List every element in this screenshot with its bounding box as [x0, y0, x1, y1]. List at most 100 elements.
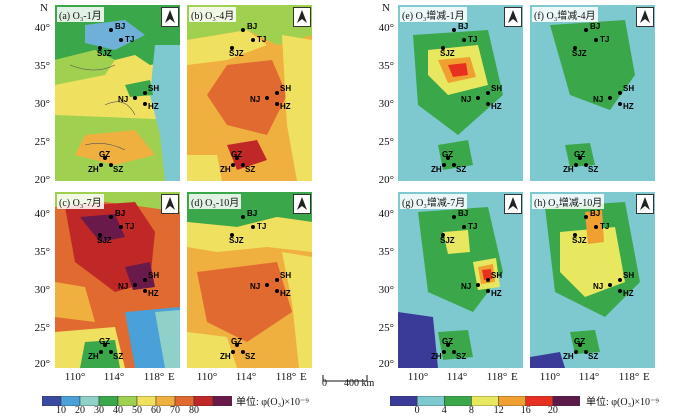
- legend-swatch: [212, 395, 233, 407]
- svg-text:GZ: GZ: [574, 150, 585, 159]
- lat-label-30: 30°: [34, 98, 50, 110]
- svg-text:BJ: BJ: [247, 209, 257, 218]
- east-axis-label: E: [643, 371, 650, 383]
- lat-label-20: 20°: [34, 358, 50, 370]
- svg-text:GZ: GZ: [574, 337, 585, 346]
- svg-text:SJZ: SJZ: [572, 236, 587, 245]
- lon-label-118: 118°: [618, 371, 640, 383]
- north-arrow-icon: [293, 194, 311, 214]
- map-f: [530, 5, 655, 181]
- svg-text:TJ: TJ: [600, 222, 609, 231]
- panel-e: (e) O₃增减-1月 BJ TJ SJZ SH NJ HZ GZ ZH SZ: [398, 5, 523, 181]
- panel-title-f: (f) O₃增减-4月: [532, 7, 598, 22]
- map-e: [398, 5, 523, 181]
- city-markers-d: BJ TJ SJZ SH NJ HZ GZ ZH SZ: [220, 209, 291, 361]
- legend-right-unit: 单位: φ(O₃)×10⁻⁹: [586, 397, 659, 408]
- lat-label-20: 20°: [34, 174, 50, 186]
- panel-h: (h) O₃增减-10月 BJ TJ SJZ SH NJ HZ GZ ZH SZ: [530, 192, 655, 368]
- svg-text:SJZ: SJZ: [97, 49, 112, 58]
- svg-text:GZ: GZ: [99, 150, 110, 159]
- svg-text:ZH: ZH: [220, 165, 231, 174]
- city-markers-g: BJ TJ SJZ SH NJ HZ GZ ZH SZ: [431, 209, 502, 361]
- svg-text:SZ: SZ: [113, 352, 123, 361]
- city-markers-h: BJ TJ SJZ SH NJ HZ GZ ZH SZ: [563, 209, 634, 361]
- lon-label-110: 110°: [407, 371, 429, 383]
- svg-text:SZ: SZ: [588, 165, 598, 174]
- map-c: [55, 192, 180, 368]
- lat-label-35: 35°: [34, 60, 50, 72]
- svg-text:TJ: TJ: [468, 35, 477, 44]
- svg-text:BJ: BJ: [458, 22, 468, 31]
- svg-text:NJ: NJ: [250, 282, 260, 291]
- north-arrow-icon: [504, 7, 522, 27]
- map-d: [187, 192, 312, 368]
- lat-label-35: 35°: [34, 246, 50, 258]
- east-axis-label: E: [511, 371, 518, 383]
- svg-text:HZ: HZ: [148, 289, 159, 298]
- svg-text:SJZ: SJZ: [229, 236, 244, 245]
- north-arrow-icon: [161, 7, 179, 27]
- svg-text:NJ: NJ: [118, 282, 128, 291]
- svg-text:SH: SH: [623, 271, 634, 280]
- lat-label-30: 30°: [34, 284, 50, 296]
- svg-text:HZ: HZ: [491, 289, 502, 298]
- lat-label-25: 25°: [34, 322, 50, 334]
- panel-title-c: (c) O₃-7月: [57, 194, 104, 209]
- svg-text:SH: SH: [280, 271, 291, 280]
- svg-text:SJZ: SJZ: [440, 49, 455, 58]
- svg-text:SJZ: SJZ: [440, 236, 455, 245]
- svg-text:SJZ: SJZ: [572, 49, 587, 58]
- legend-tick-label: 0: [414, 405, 420, 416]
- lon-label-114: 114°: [578, 371, 600, 383]
- svg-text:ZH: ZH: [88, 352, 99, 361]
- map-g: [398, 192, 523, 368]
- lat-label-40: 40°: [378, 22, 394, 34]
- panel-f: (f) O₃增减-4月 BJ TJ SJZ SH NJ HZ GZ ZH SZ: [530, 5, 655, 181]
- map-a: [55, 5, 180, 181]
- panel-title-g: (g) O₃增减-7月: [400, 194, 468, 209]
- city-bj: BJ: [115, 22, 125, 31]
- legend-tick-label: 80: [189, 405, 199, 416]
- north-arrow-icon: [504, 194, 522, 214]
- svg-text:HZ: HZ: [623, 102, 634, 111]
- svg-text:GZ: GZ: [231, 337, 242, 346]
- svg-text:NJ: NJ: [118, 95, 128, 104]
- north-arrow-icon: [636, 194, 654, 214]
- svg-text:HZ: HZ: [623, 289, 634, 298]
- svg-text:NJ: NJ: [461, 95, 471, 104]
- svg-text:ZH: ZH: [563, 352, 574, 361]
- svg-text:BJ: BJ: [590, 22, 600, 31]
- svg-text:NJ: NJ: [593, 282, 603, 291]
- svg-text:NJ: NJ: [593, 95, 603, 104]
- lon-label-114: 114°: [103, 371, 125, 383]
- svg-text:GZ: GZ: [99, 337, 110, 346]
- lat-label-40: 40°: [378, 208, 394, 220]
- east-axis-label: E: [168, 371, 175, 383]
- panel-d: (d) O₃-10月 BJ TJ SJZ SH NJ HZ GZ ZH SZ: [187, 192, 312, 368]
- svg-text:SZ: SZ: [245, 165, 255, 174]
- city-markers-c: BJ TJ SJZ SH NJ HZ GZ ZH SZ: [88, 209, 159, 361]
- north-arrow-icon: [293, 7, 311, 27]
- svg-text:SZ: SZ: [456, 165, 466, 174]
- legend-tick-label: 10: [56, 405, 66, 416]
- svg-text:ZH: ZH: [563, 165, 574, 174]
- svg-text:BJ: BJ: [115, 209, 125, 218]
- legend-tick-label: 30: [94, 405, 104, 416]
- lat-label-20: 20°: [378, 174, 394, 186]
- svg-text:SH: SH: [623, 84, 634, 93]
- panel-title-h: (h) O₃增减-10月: [532, 194, 605, 209]
- svg-text:HZ: HZ: [491, 102, 502, 111]
- panel-title-e: (e) O₃增减-1月: [400, 7, 467, 22]
- lat-label-25: 25°: [378, 322, 394, 334]
- svg-text:TJ: TJ: [125, 222, 134, 231]
- lat-label-20: 20°: [378, 358, 394, 370]
- legend-tick-label: 70: [170, 405, 180, 416]
- north-axis-label: N: [40, 2, 48, 14]
- svg-text:SZ: SZ: [113, 165, 123, 174]
- legend-left-colorbar: [41, 395, 233, 407]
- legend-tick-label: 12: [493, 405, 504, 416]
- svg-text:NJ: NJ: [250, 95, 260, 104]
- svg-text:SH: SH: [148, 271, 159, 280]
- legend-tick-label: 20: [75, 405, 85, 416]
- legend-left-unit: 单位: φ(O₃)×10⁻⁹: [236, 397, 309, 408]
